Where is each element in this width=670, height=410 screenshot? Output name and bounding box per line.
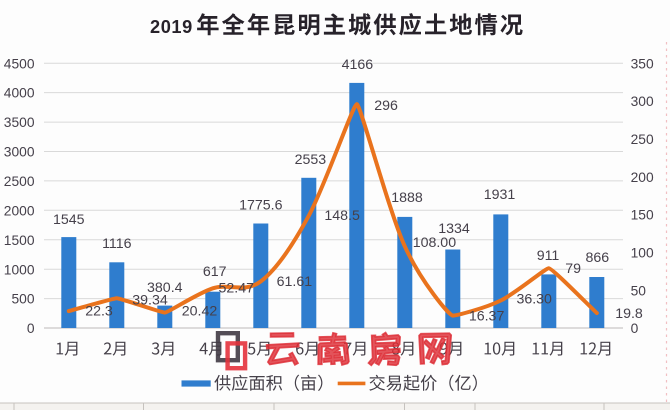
svg-text:1775.6: 1775.6 — [239, 197, 283, 213]
svg-text:1334: 1334 — [438, 221, 470, 237]
svg-text:0: 0 — [631, 321, 639, 336]
svg-text:0: 0 — [27, 321, 35, 336]
svg-text:2553: 2553 — [295, 152, 327, 168]
svg-text:1116: 1116 — [102, 236, 132, 252]
svg-text:39.34: 39.34 — [132, 293, 168, 309]
svg-text:4166: 4166 — [342, 57, 374, 73]
svg-text:52.47: 52.47 — [219, 280, 255, 296]
svg-text:866: 866 — [585, 250, 609, 266]
svg-text:3500: 3500 — [4, 115, 35, 130]
svg-text:200: 200 — [631, 170, 654, 185]
svg-text:2000: 2000 — [4, 203, 35, 218]
svg-text:19.8: 19.8 — [615, 306, 643, 322]
svg-text:20.42: 20.42 — [182, 304, 218, 320]
svg-text:1000: 1000 — [4, 262, 35, 277]
svg-text:350: 350 — [631, 56, 654, 71]
svg-text:4500: 4500 — [4, 56, 35, 71]
svg-text:500: 500 — [11, 292, 34, 307]
svg-text:296: 296 — [374, 98, 398, 114]
svg-text:1888: 1888 — [391, 190, 423, 206]
svg-text:250: 250 — [631, 132, 654, 147]
svg-text:148.5: 148.5 — [324, 208, 360, 224]
svg-text:300: 300 — [631, 94, 654, 109]
svg-text:108.00: 108.00 — [413, 235, 457, 251]
svg-text:3000: 3000 — [4, 145, 35, 160]
svg-text:1500: 1500 — [4, 233, 35, 248]
svg-text:16.37: 16.37 — [469, 308, 505, 324]
svg-text:61.61: 61.61 — [277, 274, 313, 290]
svg-text:1931: 1931 — [484, 187, 516, 203]
svg-text:911: 911 — [537, 248, 560, 264]
svg-text:2019: 2019 — [150, 17, 193, 37]
svg-text:380.4: 380.4 — [147, 280, 183, 296]
svg-text:79: 79 — [565, 261, 581, 277]
svg-text:50: 50 — [631, 283, 647, 298]
svg-text:1545: 1545 — [53, 212, 85, 228]
svg-text:36.30: 36.30 — [516, 292, 552, 308]
svg-text:2500: 2500 — [4, 174, 35, 189]
svg-text:4000: 4000 — [4, 86, 35, 101]
svg-text:22.3: 22.3 — [85, 304, 113, 320]
svg-text:150: 150 — [631, 208, 654, 223]
svg-text:100: 100 — [631, 245, 654, 260]
svg-text:617: 617 — [203, 264, 227, 280]
